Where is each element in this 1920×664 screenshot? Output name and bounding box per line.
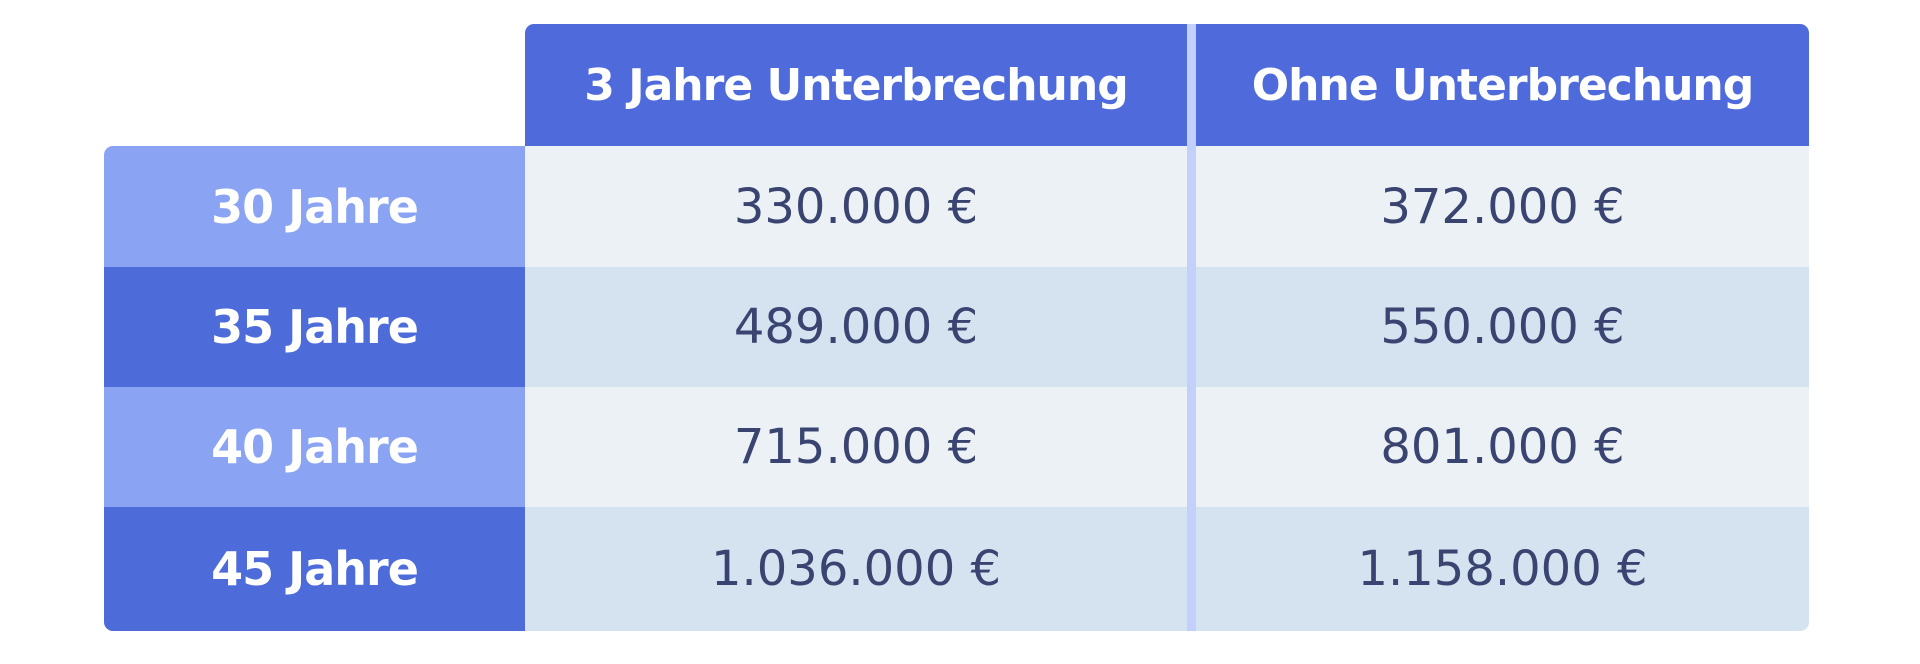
row-label: 40 Jahre <box>104 387 525 507</box>
row-label: 45 Jahre <box>104 507 525 631</box>
row-label: 30 Jahre <box>104 146 525 267</box>
row-label: 35 Jahre <box>104 267 525 387</box>
table-cell: 550.000 € <box>1196 267 1809 387</box>
table-cell: 1.036.000 € <box>525 507 1187 631</box>
table-cell: 1.158.000 € <box>1196 507 1809 631</box>
table-cell: 372.000 € <box>1196 146 1809 267</box>
column-header: Ohne Unterbrechung <box>1196 24 1809 146</box>
column-header: 3 Jahre Unterbrechung <box>525 24 1187 146</box>
table-cell: 801.000 € <box>1196 387 1809 507</box>
table-cell: 330.000 € <box>525 146 1187 267</box>
table-cell: 489.000 € <box>525 267 1187 387</box>
table-cell: 715.000 € <box>525 387 1187 507</box>
column-divider <box>1187 24 1196 631</box>
